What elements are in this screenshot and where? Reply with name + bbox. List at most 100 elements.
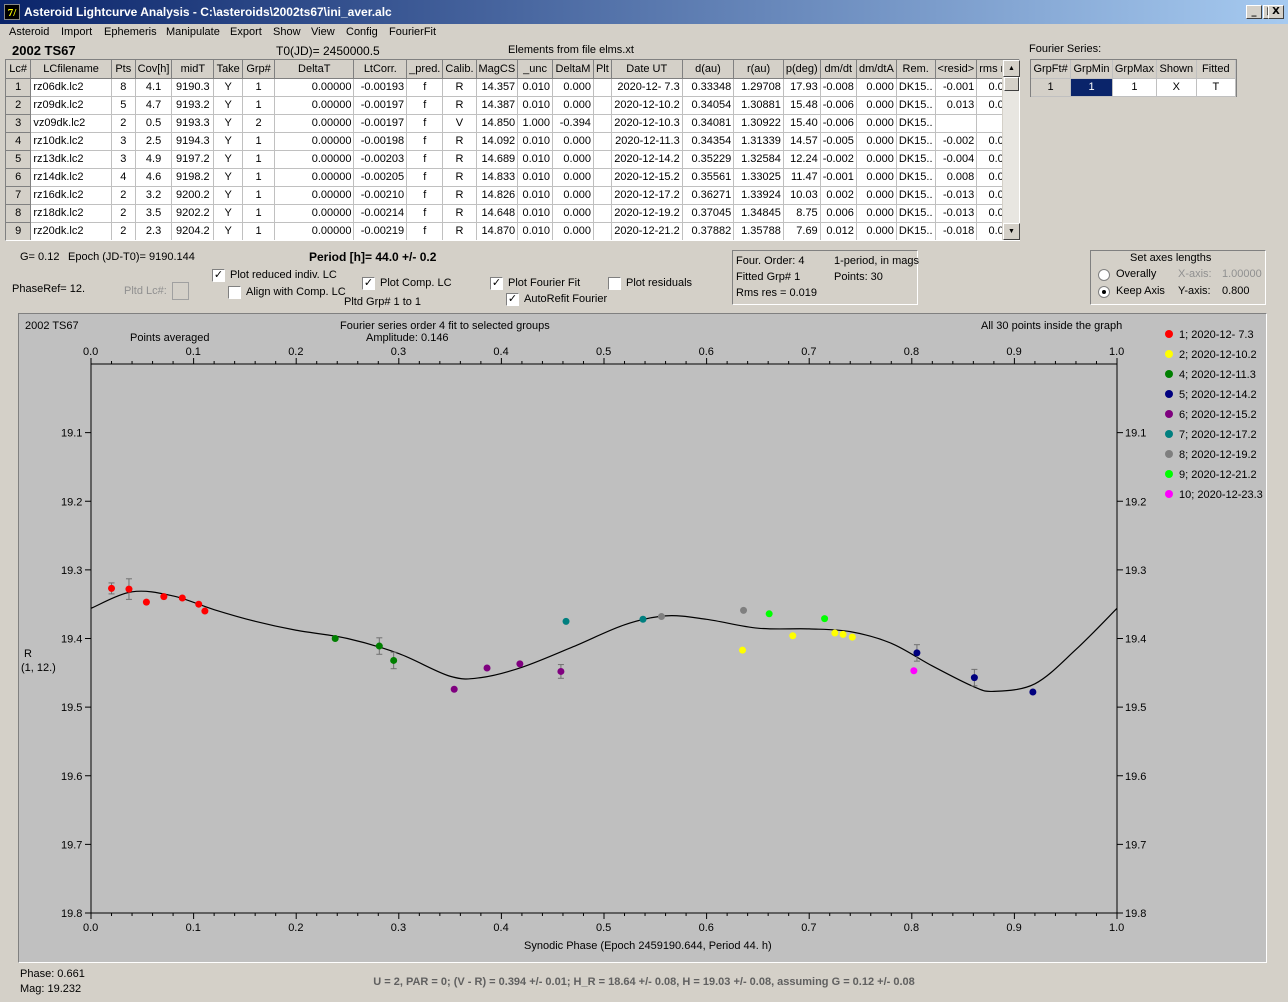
row-number[interactable]: 5	[6, 150, 32, 169]
table-cell[interactable]: 14.387	[476, 96, 519, 115]
table-cell[interactable]: 14.092	[476, 132, 519, 151]
table-cell[interactable]: 0.35229	[682, 150, 735, 169]
table-cell[interactable]: 0.00000	[274, 132, 355, 151]
row-number[interactable]: 9	[6, 222, 32, 240]
table-cell[interactable]: -0.00219	[353, 222, 408, 240]
table-cell[interactable]: 3.2	[135, 186, 173, 205]
table-cell[interactable]: Y	[213, 132, 244, 151]
table-cell[interactable]: Y	[213, 150, 244, 169]
data-point[interactable]	[201, 607, 209, 615]
align-comp-checkbox[interactable]	[228, 286, 241, 299]
table-cell[interactable]: 2020-12-21.2	[611, 222, 683, 240]
table-cell[interactable]: 0.00000	[274, 222, 355, 240]
table-cell[interactable]: -0.005	[820, 132, 857, 151]
column-header[interactable]: DeltaT	[274, 60, 355, 79]
table-cell[interactable]: 4.9	[135, 150, 173, 169]
table-cell[interactable]: 0.000	[856, 168, 897, 187]
data-point[interactable]	[839, 630, 847, 638]
table-cell[interactable]: 2	[111, 114, 136, 133]
table-cell[interactable]: -0.00205	[353, 168, 408, 187]
menu-view[interactable]: View	[311, 26, 335, 38]
data-point[interactable]	[848, 633, 856, 641]
table-cell[interactable]: 0.00000	[274, 96, 355, 115]
table-cell[interactable]: DK15..	[896, 96, 936, 115]
scroll-down-button[interactable]: ▼	[1003, 223, 1020, 240]
table-row[interactable]: 1 rz06dk.lc2 8 4.1 9190.3 Y 1 0.00000 -0.00193 f R…	[6, 78, 1019, 97]
table-cell[interactable]: 0.010	[517, 204, 554, 223]
data-point[interactable]	[195, 600, 203, 608]
table-cell[interactable]: 14.648	[476, 204, 519, 223]
table-cell[interactable]: 0.010	[517, 222, 554, 240]
table-cell[interactable]: 0.012	[820, 222, 857, 240]
data-point[interactable]	[910, 667, 918, 675]
table-cell[interactable]: 0.5	[135, 114, 173, 133]
table-row[interactable]: 8 rz18dk.lc2 2 3.5 9202.2 Y 1 0.00000 -0.00214 f R…	[6, 204, 1019, 223]
table-cell[interactable]: 0.34081	[682, 114, 735, 133]
table-cell[interactable]: 0.002	[820, 186, 857, 205]
table-cell[interactable]: f	[406, 168, 444, 187]
table-cell[interactable]: 14.57	[783, 132, 821, 151]
table-cell[interactable]: 1	[242, 168, 275, 187]
table-cell[interactable]: 11.47	[783, 168, 821, 187]
table-cell[interactable]: rz14dk.lc2	[30, 168, 112, 187]
table-cell[interactable]: -0.002	[935, 132, 978, 151]
data-point[interactable]	[331, 635, 339, 642]
table-cell[interactable]: 0.000	[552, 168, 594, 187]
table-cell[interactable]	[593, 204, 612, 223]
table-cell[interactable]: 4	[111, 168, 136, 187]
table-cell[interactable]	[593, 222, 612, 240]
table-cell[interactable]: 1.35788	[733, 222, 784, 240]
table-cell[interactable]: 14.689	[476, 150, 519, 169]
table-cell[interactable]: -0.013	[935, 204, 978, 223]
table-cell[interactable]: rz18dk.lc2	[30, 204, 112, 223]
plot-area[interactable]	[90, 363, 1118, 914]
menu-config[interactable]: Config	[346, 26, 378, 38]
menu-show[interactable]: Show	[273, 26, 301, 38]
table-row[interactable]: 6 rz14dk.lc2 4 4.6 9198.2 Y 1 0.00000 -0.00205 f R…	[6, 168, 1019, 187]
table-cell[interactable]: 12.24	[783, 150, 821, 169]
plot-canvas[interactable]: 2002 TS67 Points averaged Fourier series…	[19, 314, 1266, 962]
table-cell[interactable]: 8	[111, 78, 136, 97]
table-cell[interactable]: 1.33924	[733, 186, 784, 205]
table-cell[interactable]: 0.000	[856, 150, 897, 169]
table-cell[interactable]: rz09dk.lc2	[30, 96, 112, 115]
table-cell[interactable]: 0.008	[935, 168, 978, 187]
data-point[interactable]	[125, 585, 133, 593]
plot-residuals-checkbox[interactable]	[608, 277, 621, 290]
column-header[interactable]: Calib.	[442, 60, 477, 79]
table-cell[interactable]: -0.00214	[353, 204, 408, 223]
table-cell[interactable]: R	[442, 132, 477, 151]
table-cell[interactable]: Y	[213, 222, 244, 240]
table-cell[interactable]: 9202.2	[171, 204, 215, 223]
table-cell[interactable]: R	[442, 150, 477, 169]
column-header[interactable]: Grp#	[242, 60, 275, 79]
table-cell[interactable]: 3	[111, 150, 136, 169]
row-number[interactable]: 3	[6, 114, 32, 133]
table-cell[interactable]: 0.010	[517, 96, 554, 115]
menu-ephemeris[interactable]: Ephemeris	[104, 26, 157, 38]
fourier-cell[interactable]: T	[1196, 78, 1237, 97]
plot-fourier-checkbox[interactable]: ✓	[490, 276, 503, 290]
menu-export[interactable]: Export	[230, 26, 262, 38]
table-cell[interactable]: 0.36271	[682, 186, 735, 205]
table-cell[interactable]: 2.5	[135, 132, 173, 151]
data-point[interactable]	[740, 606, 748, 614]
table-cell[interactable]	[593, 114, 612, 133]
table-cell[interactable]: f	[406, 150, 444, 169]
table-cell[interactable]: 7.69	[783, 222, 821, 240]
table-row[interactable]: 5 rz13dk.lc2 3 4.9 9197.2 Y 1 0.00000 -0.00203 f R…	[6, 150, 1019, 169]
table-cell[interactable]: 15.40	[783, 114, 821, 133]
table-cell[interactable]: 0.000	[856, 96, 897, 115]
table-cell[interactable]: 0.34354	[682, 132, 735, 151]
table-cell[interactable]: DK15..	[896, 222, 936, 240]
table-cell[interactable]: 0.37882	[682, 222, 735, 240]
plot-comp-checkbox[interactable]: ✓	[362, 276, 375, 290]
table-cell[interactable]: 4.7	[135, 96, 173, 115]
table-cell[interactable]: 2020-12-14.2	[611, 150, 683, 169]
table-cell[interactable]: 1.000	[517, 114, 554, 133]
table-cell[interactable]: 1.34845	[733, 204, 784, 223]
table-cell[interactable]: DK15..	[896, 114, 936, 133]
table-cell[interactable]: 14.357	[476, 78, 519, 97]
table-cell[interactable]: rz10dk.lc2	[30, 132, 112, 151]
menu-manipulate[interactable]: Manipulate	[166, 26, 220, 38]
